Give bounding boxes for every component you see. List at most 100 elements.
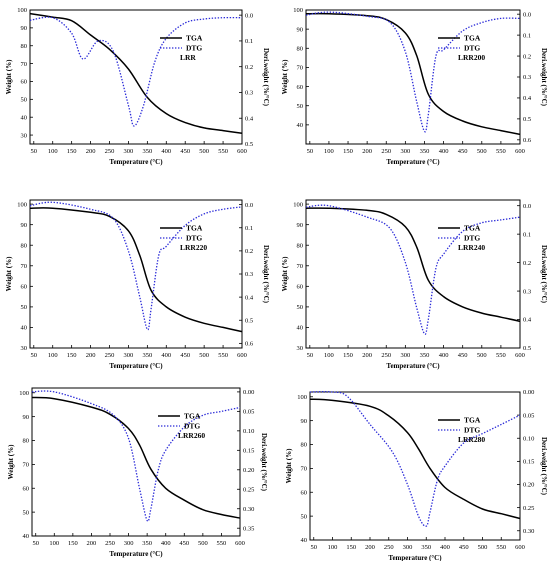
y2-tick-label: 0.10 — [523, 435, 534, 442]
x-tick-label: 400 — [161, 148, 171, 155]
y-tick-label: 60 — [297, 84, 304, 91]
x-tick-label: 600 — [237, 352, 247, 359]
y2-tick-label: 0.1 — [245, 225, 253, 232]
plot-frame — [29, 9, 243, 145]
y-tick-label: 80 — [21, 43, 28, 50]
x-tick-label: 500 — [198, 540, 208, 547]
y-tick-label: 50 — [297, 304, 304, 311]
x-tick-label: 400 — [440, 544, 450, 551]
series-line-tga — [29, 207, 243, 333]
legend-label-dtg: DTG — [464, 234, 480, 243]
y-tick-label: 100 — [17, 201, 27, 208]
x-tick-label: 50 — [31, 148, 38, 155]
y2-tick-label: 0.3 — [523, 288, 531, 295]
y-axis-label: Weight (%) — [281, 256, 289, 291]
y2-axis-label: Deri.weight (%/°C) — [262, 245, 270, 304]
y2-tick-label: 0.1 — [245, 38, 253, 45]
x-tick-label: 400 — [439, 352, 449, 359]
plot-frame — [29, 199, 243, 349]
x-tick-label: 50 — [31, 352, 38, 359]
y2-tick-label: 0.00 — [243, 389, 254, 396]
y2-tick-label: 0.05 — [523, 412, 534, 419]
sample-label: LRR220 — [180, 243, 207, 252]
x-tick-label: 500 — [199, 148, 209, 155]
series-line-tga — [305, 207, 521, 323]
y2-tick-label: 0.25 — [523, 505, 534, 512]
x-tick-label: 450 — [180, 352, 190, 359]
y-tick-label: 60 — [21, 79, 28, 86]
y2-axis-label: Deri.weight (%/°C) — [540, 437, 548, 496]
y-tick-label: 40 — [23, 533, 30, 540]
x-tick-label: 250 — [381, 352, 391, 359]
x-tick-label: 300 — [124, 352, 134, 359]
y2-tick-label: 0.4 — [245, 294, 254, 301]
y2-tick-label: 0.30 — [523, 528, 534, 535]
x-tick-label: 100 — [324, 148, 334, 155]
y2-axis-label: Deri.weight (%/°C) — [540, 48, 548, 107]
x-tick-label: 300 — [403, 544, 413, 551]
x-tick-label: 250 — [105, 148, 115, 155]
legend-label-dtg: DTG — [186, 44, 202, 53]
y2-tick-label: 0.0 — [523, 11, 531, 18]
y2-tick-label: 0.5 — [245, 141, 253, 148]
y-tick-label: 100 — [293, 7, 303, 14]
x-axis-label: Temperature (°C) — [386, 362, 440, 370]
y2-tick-label: 0.0 — [245, 12, 253, 19]
x-tick-label: 550 — [217, 540, 227, 547]
x-tick-label: 200 — [86, 352, 96, 359]
y-tick-label: 70 — [297, 65, 304, 72]
x-tick-label: 100 — [48, 148, 58, 155]
y2-tick-label: 0.10 — [243, 428, 254, 435]
y2-tick-label: 0.0 — [523, 203, 531, 210]
x-tick-label: 600 — [237, 148, 247, 155]
legend-label-dtg: DTG — [186, 234, 202, 243]
y2-tick-label: 0.2 — [523, 53, 531, 60]
x-tick-label: 50 — [32, 540, 39, 547]
y-tick-label: 100 — [293, 201, 303, 208]
chart-panel-lrr260: 50 100 150 200 250 300 350 400 450 500 550 60040506… — [7, 387, 268, 558]
series-line-dtg — [29, 201, 243, 331]
y-tick-label: 80 — [301, 442, 308, 449]
x-tick-label: 600 — [515, 544, 525, 551]
x-tick-label: 100 — [48, 352, 58, 359]
y-axis-label: Weight (%) — [285, 448, 293, 483]
x-tick-label: 150 — [346, 544, 356, 551]
y-tick-label: 80 — [21, 242, 28, 249]
y2-tick-label: 0.2 — [245, 64, 253, 71]
y-tick-label: 30 — [21, 345, 28, 352]
chart-panel-lrr220: 50 100 150 200 250 300 350 400 450 500 550 600 30 40 5… — [5, 199, 270, 370]
legend-label-dtg: DTG — [464, 44, 480, 53]
y2-tick-label: 0.15 — [523, 459, 534, 466]
x-tick-label: 200 — [362, 148, 372, 155]
x-tick-label: 500 — [477, 352, 487, 359]
y-tick-label: 100 — [19, 390, 29, 397]
y2-tick-label: 0.00 — [523, 389, 534, 396]
x-tick-label: 350 — [420, 352, 430, 359]
legend-label-tga: TGA — [186, 224, 203, 233]
y2-tick-label: 0.4 — [523, 95, 532, 102]
chart-panel-lrr200: 50 100 150 200 250 300 350 400 450 500 550 600 40 50 6… — [281, 7, 548, 166]
sample-label: LRR — [180, 53, 196, 62]
x-tick-label: 600 — [515, 148, 525, 155]
y2-tick-label: 0.3 — [523, 74, 531, 81]
x-tick-label: 550 — [496, 148, 506, 155]
x-tick-label: 450 — [179, 540, 189, 547]
x-tick-label: 100 — [49, 540, 59, 547]
legend-label-dtg: DTG — [184, 422, 200, 431]
y-tick-label: 30 — [297, 345, 304, 352]
x-tick-label: 200 — [86, 148, 96, 155]
legend-label-tga: TGA — [464, 416, 481, 425]
y-tick-label: 60 — [297, 284, 304, 291]
legend-label-tga: TGA — [464, 224, 481, 233]
y2-tick-label: 0.6 — [523, 137, 532, 144]
plot-frame — [305, 199, 521, 349]
x-tick-label: 300 — [124, 148, 134, 155]
chart-panel-lrr280: 50 100 150 200 250 300 350 400 450 500 550 60040506… — [285, 389, 548, 561]
plot-frame — [31, 387, 241, 537]
x-tick-label: 350 — [421, 544, 431, 551]
legend-label-tga: TGA — [186, 34, 203, 43]
y2-tick-label: 0.2 — [523, 260, 531, 267]
y-tick-label: 50 — [21, 97, 28, 104]
y-tick-label: 90 — [297, 26, 304, 33]
y2-tick-label: 0.1 — [523, 32, 531, 39]
